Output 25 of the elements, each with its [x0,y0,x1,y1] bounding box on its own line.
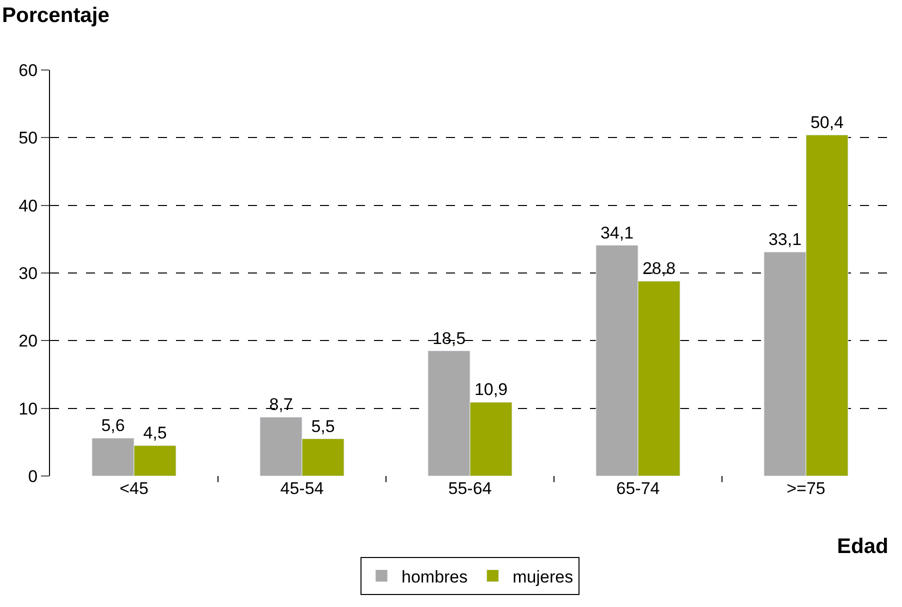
legend-label: hombres [402,567,468,586]
y-tick-label: 40 [18,196,38,216]
y-tick-label: 30 [18,264,38,283]
y-tick-label: 0 [28,466,38,486]
y-tick-label: 20 [18,332,38,351]
data-label: 33,1 [768,230,802,250]
data-label: 18,5 [432,328,466,348]
y-tick-label: 50 [18,128,38,148]
legend-label: mujeres [512,567,574,586]
data-label: 4,5 [143,424,167,443]
x-axis-title: Edad [837,535,888,558]
data-label: 8,7 [269,395,293,414]
x-tick-label: <45 [120,479,148,498]
data-label: 5,6 [101,416,125,436]
y-axis-title: Porcentaje [2,4,110,27]
data-label: 50,4 [810,112,844,132]
data-label: 34,1 [600,223,634,242]
data-label: 5,5 [311,416,335,436]
x-tick-label: 55-64 [448,479,492,498]
data-label: 10,9 [474,380,508,400]
x-tick-label: >=75 [786,479,826,498]
y-tick-label: 10 [18,399,38,418]
x-tick-label: 45-54 [280,479,324,498]
y-tick-label: 60 [18,60,38,80]
x-tick-label: 65-74 [616,479,660,498]
